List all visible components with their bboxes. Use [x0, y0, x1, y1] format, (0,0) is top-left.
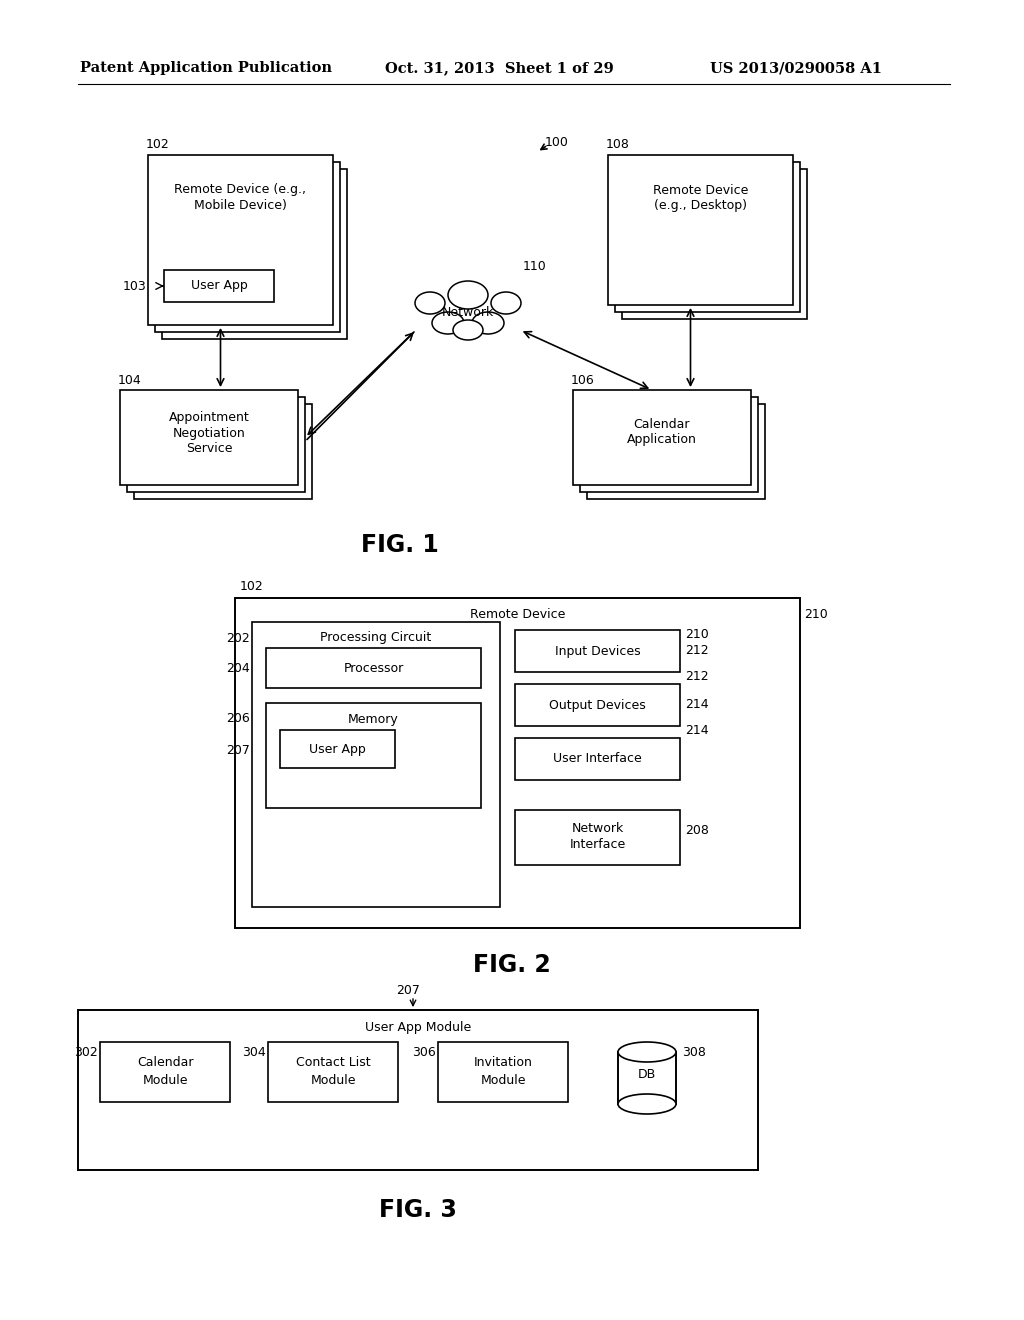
Bar: [134, 404, 312, 499]
Text: Input Devices: Input Devices: [555, 644, 640, 657]
Bar: [573, 389, 751, 484]
Text: Invitation: Invitation: [473, 1056, 532, 1068]
Bar: [438, 1041, 568, 1102]
Bar: [266, 648, 481, 688]
Text: FIG. 2: FIG. 2: [473, 953, 551, 977]
Text: (e.g., Desktop): (e.g., Desktop): [654, 198, 746, 211]
Bar: [155, 162, 340, 333]
Ellipse shape: [432, 312, 464, 334]
Bar: [234, 598, 800, 928]
Text: 204: 204: [226, 661, 250, 675]
Text: User App: User App: [190, 280, 248, 293]
Text: 110: 110: [523, 260, 547, 273]
Text: 214: 214: [685, 725, 709, 738]
Text: Remote Device (e.g.,: Remote Device (e.g.,: [174, 183, 306, 197]
Bar: [164, 271, 274, 302]
Text: User Interface: User Interface: [553, 752, 642, 766]
Text: 210: 210: [685, 628, 709, 642]
Text: 103: 103: [122, 280, 146, 293]
Text: Processor: Processor: [343, 661, 403, 675]
Bar: [515, 630, 680, 672]
Bar: [127, 397, 305, 492]
Text: Module: Module: [310, 1073, 355, 1086]
Bar: [608, 154, 793, 305]
Bar: [580, 397, 758, 492]
Text: 106: 106: [571, 374, 595, 387]
Text: 210: 210: [804, 607, 827, 620]
Text: Module: Module: [142, 1073, 187, 1086]
Text: Calendar: Calendar: [137, 1056, 194, 1068]
Text: User App: User App: [309, 742, 366, 755]
Text: Remote Device: Remote Device: [653, 183, 749, 197]
Text: 214: 214: [685, 698, 709, 711]
Text: 102: 102: [146, 139, 170, 152]
Text: DB: DB: [638, 1068, 656, 1081]
Text: Service: Service: [185, 441, 232, 454]
Bar: [78, 1010, 758, 1170]
Text: Appointment: Appointment: [169, 412, 250, 425]
Text: 102: 102: [240, 579, 264, 593]
Ellipse shape: [415, 292, 445, 314]
Text: Negotiation: Negotiation: [173, 426, 246, 440]
Bar: [587, 404, 765, 499]
Ellipse shape: [472, 312, 504, 334]
Text: 304: 304: [243, 1045, 266, 1059]
Ellipse shape: [453, 319, 483, 341]
Text: US 2013/0290058 A1: US 2013/0290058 A1: [710, 61, 882, 75]
Text: 207: 207: [226, 743, 250, 756]
Text: 100: 100: [545, 136, 569, 149]
Text: Contact List: Contact List: [296, 1056, 371, 1068]
Text: 208: 208: [685, 824, 709, 837]
Text: 207: 207: [396, 983, 420, 997]
Text: 202: 202: [226, 631, 250, 644]
Bar: [148, 154, 333, 325]
Text: Interface: Interface: [569, 838, 626, 851]
Bar: [615, 162, 800, 312]
Text: Mobile Device): Mobile Device): [195, 198, 287, 211]
Text: Module: Module: [480, 1073, 525, 1086]
Bar: [252, 622, 500, 907]
Text: Patent Application Publication: Patent Application Publication: [80, 61, 332, 75]
Text: Network: Network: [571, 821, 624, 834]
Text: Remote Device: Remote Device: [470, 607, 565, 620]
Text: Output Devices: Output Devices: [549, 698, 646, 711]
Text: 306: 306: [413, 1045, 436, 1059]
Bar: [622, 169, 807, 319]
Ellipse shape: [618, 1094, 676, 1114]
Bar: [515, 684, 680, 726]
Bar: [280, 730, 395, 768]
Text: Oct. 31, 2013  Sheet 1 of 29: Oct. 31, 2013 Sheet 1 of 29: [385, 61, 613, 75]
Text: Processing Circuit: Processing Circuit: [321, 631, 432, 644]
Ellipse shape: [618, 1041, 676, 1063]
Bar: [268, 1041, 398, 1102]
Text: Memory: Memory: [348, 713, 399, 726]
Ellipse shape: [490, 292, 521, 314]
Bar: [120, 389, 298, 484]
Text: 206: 206: [226, 713, 250, 726]
Bar: [266, 704, 481, 808]
Bar: [100, 1041, 230, 1102]
Text: 212: 212: [685, 644, 709, 657]
Bar: [618, 1052, 676, 1104]
Text: 108: 108: [606, 139, 630, 152]
Text: User App Module: User App Module: [365, 1022, 471, 1035]
Ellipse shape: [449, 281, 488, 309]
Bar: [515, 810, 680, 865]
Text: Calendar: Calendar: [634, 418, 690, 432]
Text: FIG. 3: FIG. 3: [379, 1199, 457, 1222]
Text: 212: 212: [685, 671, 709, 684]
Text: Network: Network: [442, 306, 495, 319]
Bar: [162, 169, 347, 339]
Bar: [515, 738, 680, 780]
Text: Application: Application: [627, 433, 697, 446]
Text: FIG. 1: FIG. 1: [361, 533, 439, 557]
Text: 104: 104: [118, 374, 141, 387]
Text: 302: 302: [75, 1045, 98, 1059]
Text: 308: 308: [682, 1045, 706, 1059]
